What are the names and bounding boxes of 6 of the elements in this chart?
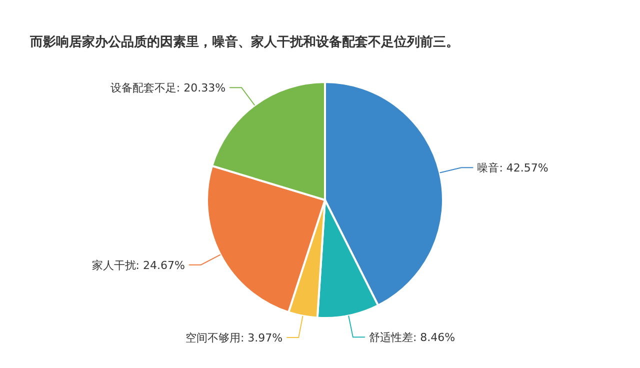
chart-title: 而影响居家办公品质的因素里，噪音、家人干扰和设备配套不足位列前三。 (29, 34, 459, 50)
slice-label: 空间不够用: 3.97% (185, 331, 283, 344)
slice-label: 噪音: 42.57% (477, 162, 548, 175)
slice-label: 舒适性差: 8.46% (368, 331, 456, 344)
slice-label: 设备配套不足: 20.33% (110, 82, 226, 95)
slice-label: 家人干扰: 24.67% (92, 258, 185, 272)
